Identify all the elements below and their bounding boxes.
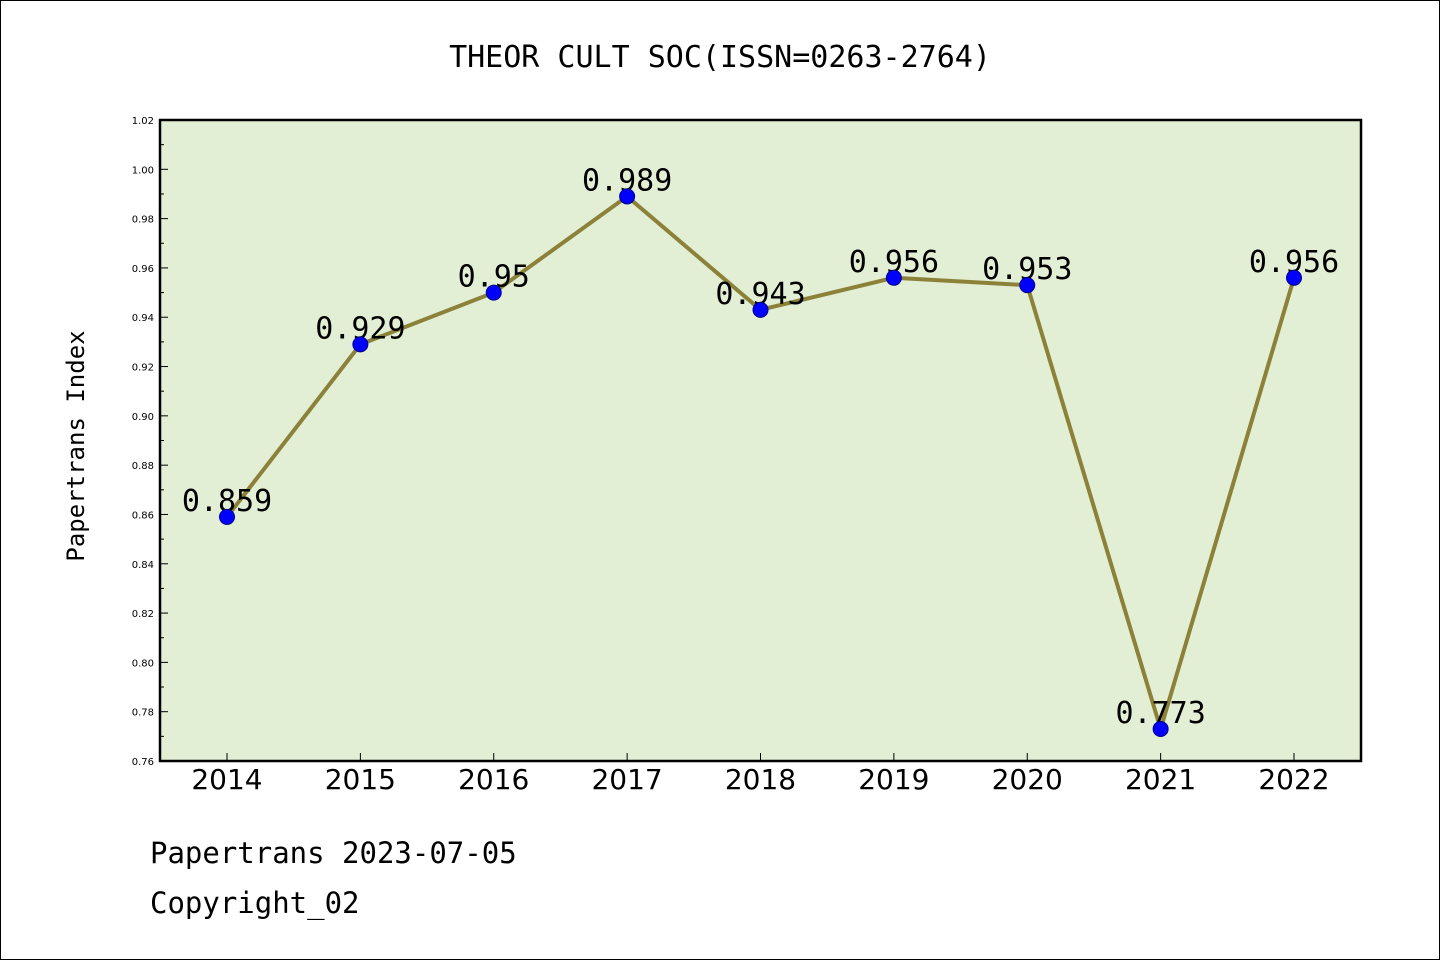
footer-copyright: Copyright_02 xyxy=(150,886,360,920)
data-point xyxy=(752,301,769,318)
data-point xyxy=(619,188,636,205)
footer-date: Papertrans 2023-07-05 xyxy=(150,836,517,870)
x-tick-label: 2017 xyxy=(591,763,662,796)
y-tick-label: 0.98 xyxy=(132,215,154,226)
y-tick-label: 1.00 xyxy=(132,165,154,176)
y-axis-label: Papertrans Index xyxy=(62,330,90,561)
x-tick-label: 2015 xyxy=(325,763,396,796)
x-axis: 2014 2015 2016 2017 2018 2019 2020 2021 2022 xyxy=(191,753,1330,796)
data-point xyxy=(219,508,235,525)
y-tick-label: 0.80 xyxy=(132,658,154,669)
chart-title: THEOR CULT SOC(ISSN=0263-2764) xyxy=(449,40,991,75)
x-tick-label: 2021 xyxy=(1125,763,1196,796)
data-point xyxy=(1152,720,1169,737)
y-tick-label: 0.96 xyxy=(132,264,154,275)
plot-area xyxy=(158,118,1363,763)
x-tick-label: 2018 xyxy=(725,763,796,796)
x-tick-label: 2019 xyxy=(858,763,929,796)
markers-group xyxy=(219,188,1302,737)
y-tick-label: 0.94 xyxy=(132,313,154,324)
x-tick-label: 2022 xyxy=(1258,763,1329,796)
y-tick-label: 1.02 xyxy=(132,116,154,127)
y-tick-label: 0.78 xyxy=(132,708,154,719)
data-point xyxy=(1286,269,1302,286)
y-tick-label: 0.84 xyxy=(132,560,154,571)
y-tick-label: 0.76 xyxy=(132,757,154,768)
y-tick-label: 0.92 xyxy=(132,363,154,374)
x-tick-label: 2014 xyxy=(191,763,262,796)
y-tick-label: 0.86 xyxy=(132,510,154,521)
y-tick-label: 0.88 xyxy=(132,461,154,472)
data-point xyxy=(885,269,902,286)
x-tick-label: 2020 xyxy=(992,763,1063,796)
data-point xyxy=(485,284,502,301)
y-tick-label: 0.82 xyxy=(132,609,154,620)
data-point xyxy=(1019,277,1036,294)
data-point xyxy=(352,336,369,353)
y-axis: 0.76 0.78 0.80 0.82 0.84 0.86 0.88 0.90 0.92 0.94… xyxy=(132,116,168,768)
y-tick-label: 0.90 xyxy=(132,412,154,423)
x-tick-label: 2016 xyxy=(458,763,529,796)
